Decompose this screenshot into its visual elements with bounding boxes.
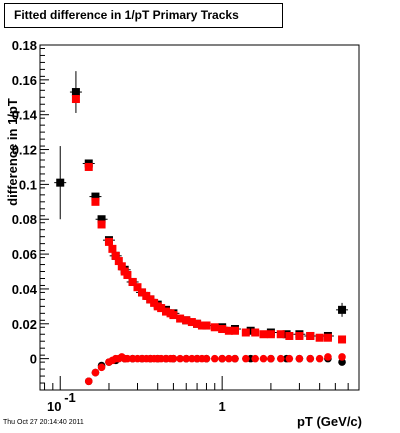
- data-point-square: [251, 328, 260, 337]
- data-point-square: [91, 192, 100, 201]
- data-point-square: [128, 277, 137, 286]
- plot-frame: [39, 44, 360, 391]
- data-point-circle: [202, 354, 211, 363]
- y-tick-label: 0.04: [12, 282, 38, 297]
- data-point-square: [117, 262, 126, 271]
- data-point-square: [295, 331, 304, 340]
- data-point-circle: [242, 354, 250, 363]
- y-tick-label: 0.02: [12, 317, 37, 332]
- data-point-square: [266, 330, 275, 339]
- y-tick-label: 0.1: [19, 177, 37, 192]
- data-point-square: [338, 305, 347, 314]
- chart-title: Fitted difference in 1/pT Primary Tracks: [4, 3, 283, 28]
- data-point-square: [306, 331, 315, 340]
- y-tick-label: 0.08: [12, 212, 37, 227]
- y-tick-label: 0: [30, 352, 37, 367]
- timestamp: Thu Oct 27 20:14:40 2011: [3, 419, 84, 426]
- data-point-square: [285, 331, 294, 340]
- data-point-square: [182, 316, 191, 325]
- data-point-circle: [123, 354, 132, 363]
- data-point-circle: [267, 354, 275, 363]
- data-point-square: [142, 291, 151, 300]
- data-point-circle: [176, 354, 184, 363]
- y-tick-label: 0.18: [12, 38, 37, 53]
- data-point-square: [71, 88, 80, 97]
- data-point-square: [218, 325, 227, 334]
- data-point-square: [71, 95, 80, 104]
- data-point-square: [315, 333, 324, 342]
- data-point-square: [276, 330, 285, 339]
- x-tick-label-exponent: -1: [64, 390, 76, 405]
- data-point-square: [91, 197, 100, 206]
- data-point-circle: [84, 377, 93, 386]
- data-point-square: [108, 244, 117, 253]
- data-point-square: [84, 162, 93, 171]
- data-point-circle: [259, 354, 268, 363]
- data-point-square: [230, 326, 239, 335]
- data-point-square: [138, 288, 147, 297]
- data-point-square: [197, 321, 206, 330]
- data-point-circle: [324, 353, 332, 361]
- data-point-square: [241, 328, 250, 337]
- data-point-square: [210, 323, 219, 332]
- data-point-square: [114, 257, 123, 266]
- data-point-square: [187, 318, 196, 327]
- x-tick-label: 1: [219, 399, 226, 414]
- data-point-square: [246, 326, 255, 335]
- x-axis: 10-1 1: [44, 376, 360, 414]
- data-point-square: [133, 283, 142, 292]
- data-marks: [54, 71, 349, 386]
- data-point-circle: [295, 354, 304, 363]
- data-point-circle: [276, 354, 285, 363]
- y-tick-label: 0.16: [12, 73, 37, 88]
- data-point-square: [157, 304, 166, 313]
- y-tick-label: 0.06: [12, 247, 37, 262]
- data-point-square: [259, 330, 268, 339]
- data-point-square: [97, 220, 106, 229]
- data-point-circle: [315, 354, 324, 363]
- data-point-circle: [97, 363, 106, 372]
- data-point-circle: [182, 354, 191, 363]
- data-point-circle: [218, 354, 226, 363]
- data-point-square: [169, 311, 178, 320]
- data-point-circle: [338, 353, 346, 361]
- y-axis: 0 0.02 0.04 0.06 0.08 0.1 0.12 0.14 0.16 0.18: [12, 38, 49, 391]
- x-tick-label: 10: [47, 399, 61, 414]
- data-point-circle: [188, 354, 196, 363]
- data-point-square: [193, 319, 202, 328]
- data-point-square: [97, 215, 106, 224]
- data-point-circle: [338, 358, 346, 366]
- data-point-square: [323, 333, 332, 342]
- y-tick-label: 0.12: [12, 143, 37, 158]
- data-point-square: [56, 178, 65, 187]
- data-point-circle: [225, 354, 233, 363]
- data-point-circle: [169, 354, 178, 363]
- data-point-circle: [251, 354, 260, 363]
- data-point-square: [224, 326, 233, 335]
- data-point-square: [162, 307, 171, 316]
- data-point-circle: [231, 354, 239, 363]
- data-point-circle: [210, 354, 219, 363]
- data-point-square: [202, 321, 211, 330]
- data-point-circle: [91, 368, 100, 377]
- data-point-square: [111, 251, 120, 260]
- data-point-circle: [285, 354, 294, 363]
- data-point-square: [104, 237, 113, 246]
- x-axis-title: pT (GeV/c): [297, 414, 362, 429]
- data-point-circle: [306, 354, 315, 363]
- y-tick-label: 0.14: [12, 108, 38, 123]
- data-point-square: [123, 271, 132, 279]
- data-point-square: [338, 335, 347, 344]
- data-point-square: [176, 314, 185, 323]
- y-axis-title: difference in 1/pT: [5, 98, 20, 206]
